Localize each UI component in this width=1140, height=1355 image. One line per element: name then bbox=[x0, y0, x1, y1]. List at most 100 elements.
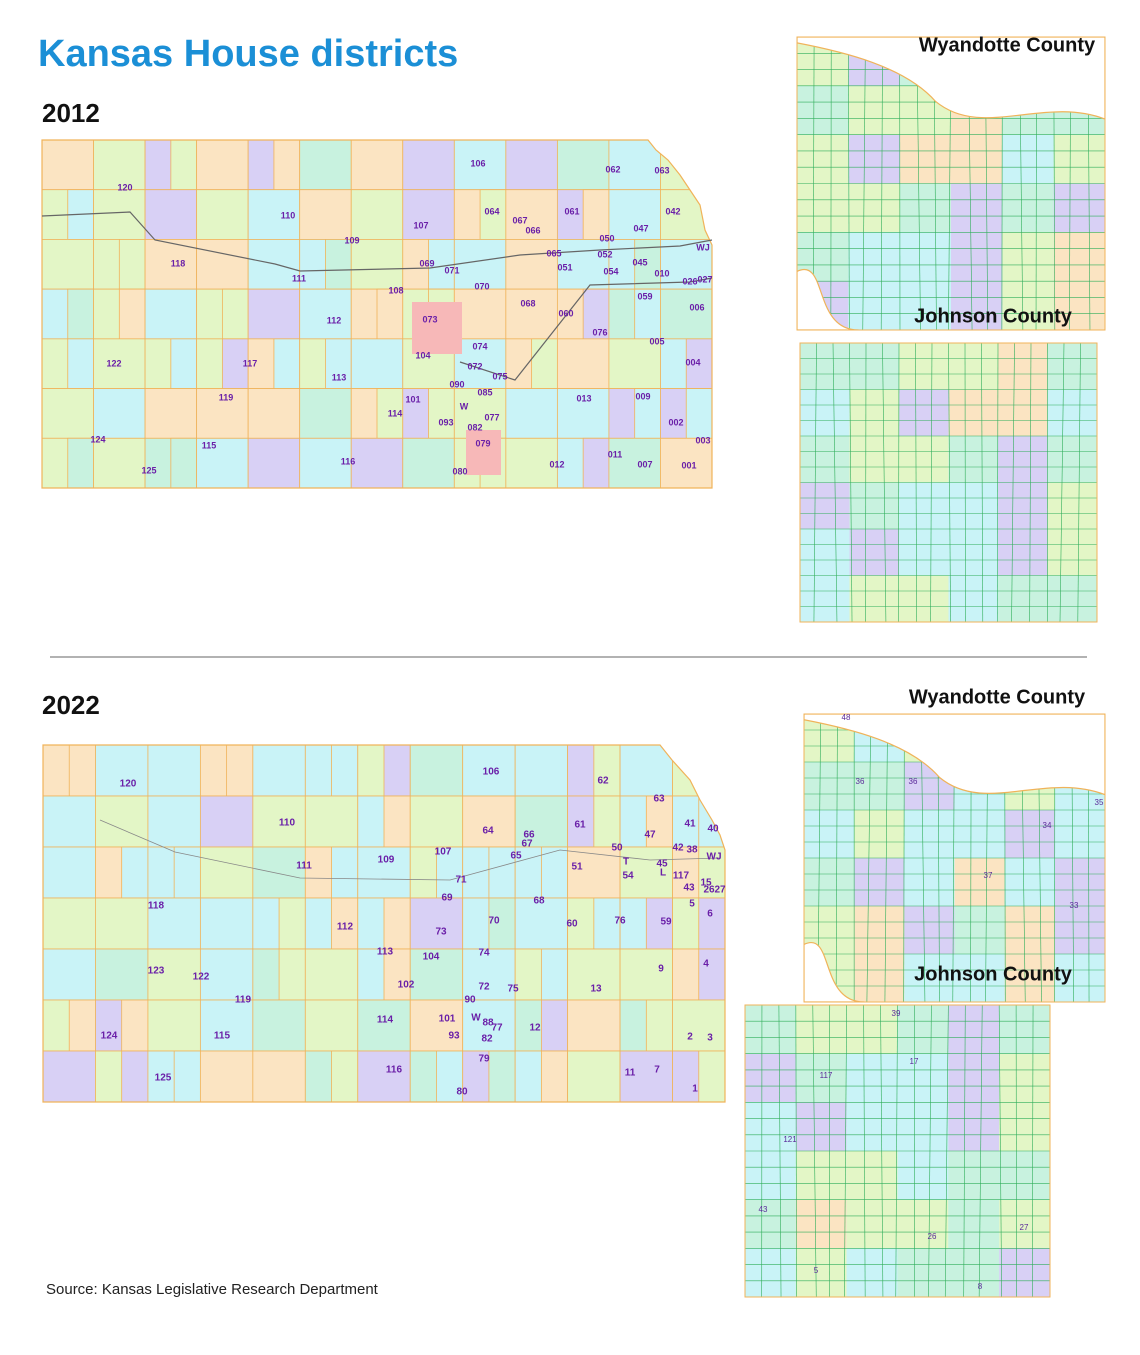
district-area bbox=[305, 1000, 357, 1051]
district-area bbox=[43, 949, 95, 1000]
district-area bbox=[1048, 483, 1098, 530]
district-area bbox=[949, 576, 999, 623]
district-label: 54 bbox=[622, 871, 634, 882]
district-area bbox=[541, 847, 567, 898]
district-label: 059 bbox=[637, 291, 652, 301]
district-area bbox=[1048, 436, 1098, 483]
district-area bbox=[148, 1000, 200, 1051]
district-area bbox=[583, 190, 609, 240]
inset-district-label: 33 bbox=[1070, 901, 1079, 910]
district-label: 011 bbox=[608, 449, 623, 459]
district-label: 118 bbox=[171, 258, 186, 268]
district-label: 006 bbox=[689, 302, 704, 312]
state-map bbox=[42, 140, 712, 488]
district-area bbox=[1048, 390, 1098, 437]
district-label: 061 bbox=[564, 206, 579, 216]
district-label: 2 bbox=[687, 1032, 693, 1043]
district-label: 063 bbox=[654, 165, 669, 175]
district-label: 075 bbox=[492, 371, 507, 381]
district-area bbox=[95, 949, 147, 1000]
district-label: 1 bbox=[692, 1084, 698, 1095]
district-area bbox=[900, 232, 951, 281]
district-area bbox=[248, 289, 300, 339]
district-area bbox=[1002, 135, 1053, 184]
district-area bbox=[171, 339, 197, 389]
district-label: W bbox=[460, 401, 469, 411]
district-area bbox=[899, 436, 949, 483]
district-area bbox=[848, 86, 899, 135]
district-area bbox=[197, 190, 249, 240]
district-label: 080 bbox=[452, 466, 467, 476]
district-label: 47 bbox=[644, 830, 656, 841]
district-area bbox=[948, 1248, 999, 1297]
district-area bbox=[951, 232, 1002, 281]
district-area bbox=[253, 1000, 305, 1051]
district-area bbox=[998, 436, 1048, 483]
district-area bbox=[1054, 184, 1105, 233]
district-area bbox=[463, 796, 515, 847]
district-area bbox=[279, 949, 305, 1000]
district-area bbox=[300, 289, 352, 339]
district-label: 26 bbox=[703, 885, 715, 896]
district-label: W bbox=[471, 1013, 481, 1024]
inset-district-label: 27 bbox=[1020, 1223, 1029, 1232]
district-area bbox=[403, 140, 455, 190]
district-area bbox=[42, 389, 94, 439]
district-area bbox=[800, 436, 850, 483]
district-label: 115 bbox=[214, 1031, 231, 1042]
district-area bbox=[410, 745, 462, 796]
district-label: 62 bbox=[597, 776, 609, 787]
district-label: 125 bbox=[155, 1073, 172, 1084]
district-area bbox=[222, 289, 248, 339]
district-area bbox=[898, 1054, 949, 1103]
district-area bbox=[1054, 232, 1105, 281]
district-label: 001 bbox=[681, 460, 696, 470]
district-area bbox=[898, 1248, 949, 1297]
district-area bbox=[955, 810, 1005, 858]
district-area bbox=[998, 390, 1048, 437]
district-area bbox=[899, 343, 949, 390]
district-label: 073 bbox=[422, 314, 437, 324]
district-area bbox=[200, 1000, 252, 1051]
district-area bbox=[898, 1151, 949, 1200]
district-label: 116 bbox=[386, 1065, 403, 1076]
district-area bbox=[506, 140, 558, 190]
district-area bbox=[200, 796, 252, 847]
district-label: 068 bbox=[520, 298, 535, 308]
inset-district-label: 34 bbox=[1043, 821, 1052, 830]
district-area bbox=[850, 576, 900, 623]
district-label: 51 bbox=[571, 862, 583, 873]
district-area bbox=[300, 190, 352, 240]
district-area bbox=[850, 483, 900, 530]
district-area bbox=[43, 847, 95, 898]
district-label: 051 bbox=[557, 262, 572, 272]
district-area bbox=[351, 190, 403, 240]
district-area bbox=[532, 339, 558, 389]
district-label: 052 bbox=[597, 249, 612, 259]
district-area bbox=[1005, 810, 1055, 858]
district-area bbox=[42, 239, 94, 289]
district-area bbox=[300, 389, 352, 439]
district-label: 5 bbox=[689, 899, 695, 910]
district-label: 010 bbox=[654, 268, 669, 278]
year-heading: 2012 bbox=[42, 98, 100, 128]
page-title: Kansas House districts bbox=[38, 33, 458, 75]
district-area bbox=[848, 281, 899, 330]
district-area bbox=[955, 906, 1005, 954]
district-area bbox=[804, 810, 854, 858]
district-label: 117 bbox=[673, 871, 690, 882]
district-area bbox=[609, 438, 661, 488]
district-area bbox=[745, 1200, 796, 1249]
district-label: 3 bbox=[707, 1033, 713, 1044]
district-label: 112 bbox=[337, 922, 354, 933]
inset-district-label: 39 bbox=[892, 1009, 901, 1018]
district-area bbox=[253, 745, 305, 796]
district-area bbox=[620, 745, 672, 796]
inset-district-label: 43 bbox=[759, 1205, 768, 1214]
district-area bbox=[854, 810, 904, 858]
district-label: 90 bbox=[464, 995, 476, 1006]
district-area bbox=[797, 135, 848, 184]
district-area bbox=[800, 529, 850, 576]
district-area bbox=[847, 1054, 898, 1103]
district-area bbox=[377, 289, 403, 339]
